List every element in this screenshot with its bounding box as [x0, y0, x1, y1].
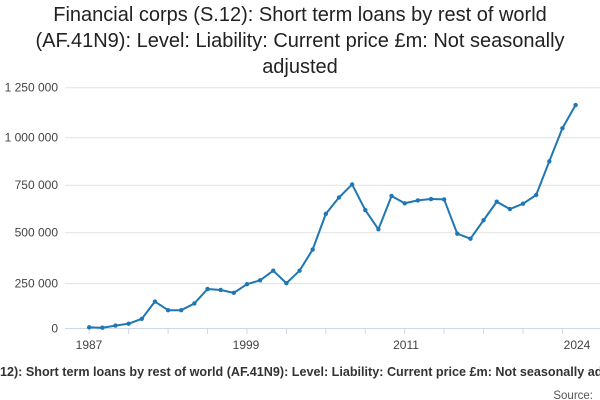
svg-text:1 250 000: 1 250 000: [5, 80, 59, 94]
svg-text:0: 0: [51, 321, 58, 335]
svg-text:1987: 1987: [76, 338, 103, 352]
svg-text:1 000 000: 1 000 000: [5, 130, 59, 144]
svg-text:500 000: 500 000: [15, 225, 59, 239]
svg-text:250 000: 250 000: [15, 276, 59, 290]
svg-text:2024: 2024: [564, 338, 591, 352]
svg-text:750 000: 750 000: [15, 178, 59, 192]
svg-text:1999: 1999: [233, 338, 260, 352]
svg-text:2011: 2011: [393, 338, 419, 352]
